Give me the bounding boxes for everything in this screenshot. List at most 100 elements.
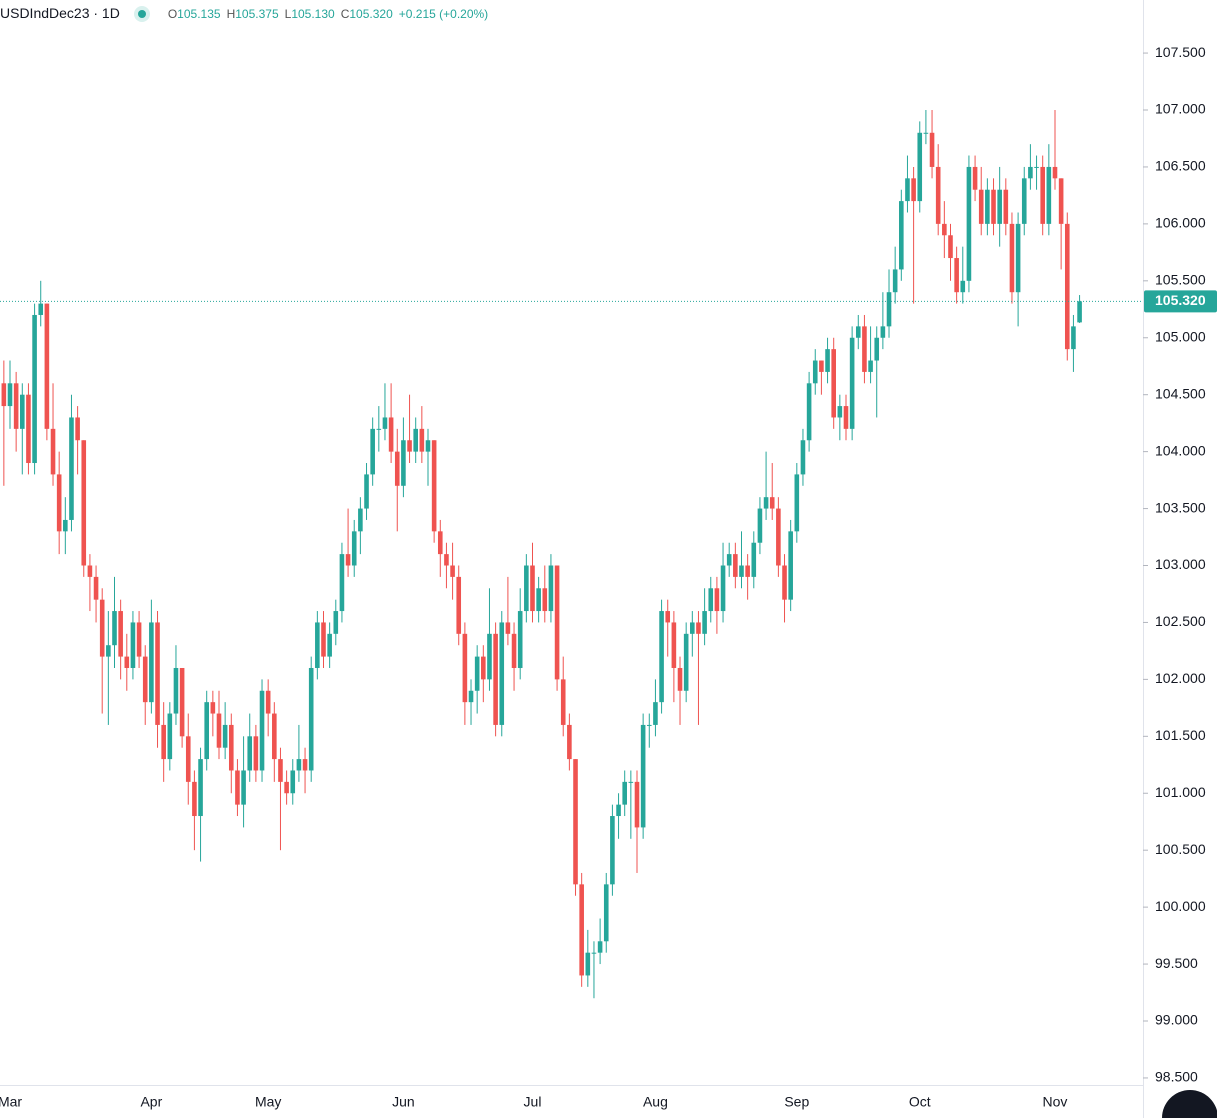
candle-body	[81, 440, 87, 566]
y-tick-label: 105.000	[1155, 328, 1206, 344]
candle-body	[419, 428, 425, 452]
x-tick-label: Aug	[643, 1094, 668, 1110]
candle-body	[603, 884, 609, 942]
candle-body	[1009, 223, 1015, 293]
candle-body	[56, 474, 62, 532]
candle-body	[364, 474, 369, 509]
y-tick-label: 104.000	[1155, 442, 1206, 458]
candle-body	[1028, 166, 1033, 179]
x-tick-label: Apr	[140, 1094, 162, 1110]
candle-body	[825, 349, 830, 372]
candle-body	[880, 326, 886, 338]
candle-body	[720, 565, 726, 612]
candle-body	[579, 884, 584, 976]
close-value: 105.320	[349, 7, 393, 21]
candle-body	[235, 770, 240, 805]
candle-body	[948, 235, 953, 259]
last-price-label: 105.320	[1155, 292, 1206, 308]
candle-body	[136, 622, 142, 657]
y-tick-label: 104.500	[1155, 385, 1206, 401]
y-tick-label: 102.000	[1155, 670, 1206, 686]
candle-body	[149, 622, 154, 703]
candle-body	[253, 736, 259, 771]
candle-body	[714, 588, 720, 612]
candle-body	[290, 770, 296, 794]
legend-header: USDIndDec23 · 1D O105.135 H105.375 L105.130…	[0, 5, 488, 21]
candle-body	[849, 337, 855, 429]
candle-body	[413, 428, 418, 452]
status-dot	[137, 9, 146, 18]
candle-body	[708, 588, 714, 612]
candle-body	[272, 713, 277, 760]
x-tick-label: Nov	[1043, 1094, 1068, 1110]
candle-body	[315, 622, 320, 668]
candle-body	[542, 588, 548, 612]
candle-body	[972, 166, 978, 190]
candle-body	[665, 611, 671, 623]
y-tick-label: 106.500	[1155, 158, 1206, 174]
candle-body	[7, 383, 13, 407]
high-label: H	[226, 7, 236, 21]
candle-body	[481, 656, 486, 680]
candle-body	[1034, 166, 1039, 168]
y-tick-label: 105.500	[1155, 272, 1206, 288]
candle-body	[886, 292, 892, 327]
candle-body	[671, 622, 677, 668]
candle-body	[265, 690, 271, 714]
candle-body	[745, 565, 750, 577]
y-tick-label: 103.000	[1155, 556, 1206, 572]
candle-body	[616, 804, 621, 817]
candle-body	[1003, 189, 1009, 224]
candle-body	[831, 349, 836, 418]
candle-body	[241, 770, 246, 805]
y-tick-label: 99.000	[1155, 1012, 1198, 1028]
candle-body	[812, 360, 818, 384]
candle-body	[905, 178, 910, 202]
candle-body	[511, 633, 517, 668]
candle-body	[929, 132, 935, 167]
y-tick-label: 103.500	[1155, 499, 1206, 515]
close-label: C	[340, 7, 350, 21]
y-tick-label: 101.500	[1155, 727, 1206, 743]
candle-body	[819, 360, 824, 372]
candle-body	[38, 303, 44, 315]
candle-body	[788, 531, 793, 600]
candle-body	[917, 132, 923, 202]
high-value: 105.375	[235, 7, 279, 21]
y-tick-label: 107.000	[1155, 101, 1206, 117]
candle-body	[634, 781, 640, 828]
y-tick-label: 100.500	[1155, 841, 1206, 857]
candle-body	[702, 611, 707, 634]
candle-body	[954, 258, 959, 293]
candle-body	[87, 565, 93, 577]
candle-body	[173, 667, 179, 714]
candle-body	[843, 406, 849, 429]
candle-body	[597, 941, 603, 953]
candle-body	[524, 565, 529, 612]
candle-body	[456, 576, 462, 634]
candle-body	[444, 554, 449, 566]
candle-body	[960, 280, 966, 293]
candle-body	[222, 724, 228, 748]
candle-body	[677, 667, 683, 691]
candle-body	[751, 542, 757, 577]
y-tick-label: 108.000	[1155, 0, 1206, 3]
y-tick-label: 101.000	[1155, 784, 1206, 800]
candle-body	[690, 622, 695, 634]
candle-body	[75, 417, 80, 441]
candle-body	[653, 702, 658, 725]
candle-body	[548, 565, 554, 612]
candle-body	[855, 326, 861, 338]
candle-body	[1058, 178, 1064, 224]
symbol[interactable]: USDIndDec23 · 1D	[0, 5, 120, 21]
corner-button[interactable]	[1162, 1090, 1217, 1118]
candle-body	[517, 611, 523, 668]
candle-body	[161, 724, 166, 760]
candle-body	[1, 383, 7, 407]
candle-body	[763, 497, 769, 509]
candle-body	[622, 781, 627, 805]
candle-body	[351, 531, 357, 566]
open-value: 105.135	[177, 7, 221, 21]
candle-body	[259, 690, 265, 771]
